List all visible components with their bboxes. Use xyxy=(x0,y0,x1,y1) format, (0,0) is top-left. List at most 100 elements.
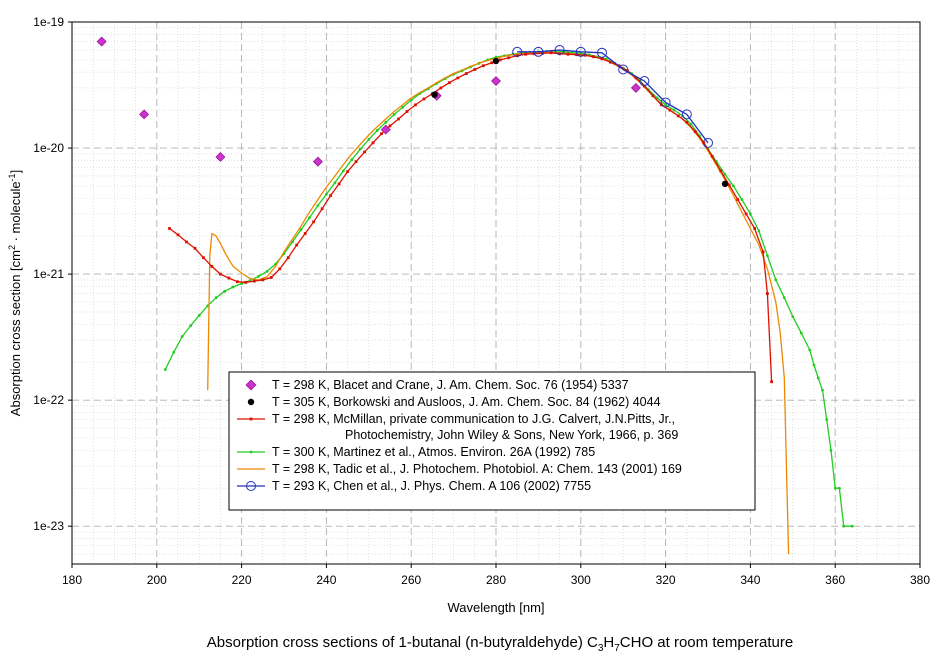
data-point xyxy=(703,137,713,148)
data-point xyxy=(96,36,107,47)
data-point xyxy=(618,64,629,75)
data-point xyxy=(672,108,676,112)
data-point xyxy=(312,156,323,167)
axis-ticks: 180 200 220 240 260 280 300 320 340 360 380 1e-19 1e… xyxy=(33,15,930,587)
x-tick-label: 180 xyxy=(62,573,82,587)
legend-entry: T = 298 K, Tadic et al., J. Photochem. P… xyxy=(272,462,682,476)
series-layer xyxy=(96,36,854,555)
data-point xyxy=(719,169,723,173)
data-point xyxy=(261,278,265,282)
data-point xyxy=(558,52,561,56)
series-line xyxy=(169,52,773,382)
data-point xyxy=(333,181,337,185)
data-point xyxy=(215,152,226,162)
x-tick-label: 300 xyxy=(571,573,591,587)
series-2 xyxy=(168,51,773,384)
data-point xyxy=(193,246,197,250)
legend: T = 298 K, Blacet and Crane, J. Am. Chem… xyxy=(228,371,756,511)
data-point xyxy=(491,76,501,86)
series-line xyxy=(164,50,853,527)
data-point xyxy=(265,270,269,273)
series-0 xyxy=(96,36,641,167)
data-point xyxy=(736,198,740,201)
data-point xyxy=(257,274,260,278)
data-point xyxy=(409,98,413,102)
x-tick-label: 340 xyxy=(740,573,760,587)
data-point xyxy=(808,348,812,352)
data-point xyxy=(592,55,595,59)
x-tick-label: 200 xyxy=(147,573,167,587)
y-axis-title: Absorption cross section [cm2 · molecule… xyxy=(7,170,23,416)
data-point xyxy=(197,314,201,317)
series-5 xyxy=(512,44,713,148)
data-point xyxy=(431,91,438,98)
data-point xyxy=(660,97,671,108)
data-point xyxy=(320,207,324,211)
data-point xyxy=(782,296,786,300)
data-point xyxy=(295,243,299,247)
legend-marker xyxy=(246,481,256,491)
data-point xyxy=(227,276,231,280)
x-tick-label: 260 xyxy=(401,573,421,587)
data-point xyxy=(850,524,854,528)
data-point xyxy=(732,184,735,188)
legend-marker xyxy=(249,417,253,421)
data-point xyxy=(825,418,829,422)
data-point xyxy=(765,292,769,296)
data-point xyxy=(524,52,528,56)
y-tick-label: 1e-20 xyxy=(33,141,64,155)
data-point xyxy=(308,216,311,220)
data-point xyxy=(609,60,612,64)
data-point xyxy=(723,172,727,176)
data-point xyxy=(422,97,426,101)
data-point xyxy=(252,279,256,283)
data-point xyxy=(664,103,667,107)
y-tick-label: 1e-19 xyxy=(33,15,64,29)
x-axis-title: Wavelength [nm] xyxy=(447,600,544,615)
data-point xyxy=(176,233,180,237)
data-point xyxy=(405,110,409,113)
data-point xyxy=(354,160,358,164)
data-point xyxy=(575,53,578,57)
data-point xyxy=(375,129,379,132)
data-point xyxy=(566,52,570,56)
data-point xyxy=(761,250,765,254)
data-point xyxy=(681,109,692,120)
legend-entry: T = 298 K, Blacet and Crane, J. Am. Chem… xyxy=(272,378,629,392)
legend-marker xyxy=(249,450,253,454)
data-point xyxy=(185,240,188,244)
data-point xyxy=(710,154,714,158)
data-point xyxy=(337,182,341,186)
x-tick-label: 360 xyxy=(825,573,845,587)
data-point xyxy=(219,272,222,276)
data-point xyxy=(473,68,477,71)
data-point xyxy=(163,368,167,371)
legend-marker xyxy=(247,398,255,406)
data-point xyxy=(575,46,586,57)
y-tick-label: 1e-22 xyxy=(33,393,64,407)
data-point xyxy=(727,183,731,187)
data-point xyxy=(447,81,451,85)
data-point xyxy=(299,228,303,232)
data-point xyxy=(651,94,655,98)
data-point xyxy=(829,448,833,452)
data-point xyxy=(363,150,366,154)
data-point xyxy=(749,212,752,216)
legend-box xyxy=(228,371,756,511)
data-point xyxy=(286,256,290,260)
data-point xyxy=(346,170,349,174)
legend-entry: Photochemistry, John Wiley & Sons, New Y… xyxy=(345,428,678,442)
data-point xyxy=(744,212,748,216)
data-point xyxy=(139,109,150,120)
data-point xyxy=(350,158,354,161)
data-point xyxy=(812,363,816,367)
data-point xyxy=(244,280,248,284)
data-point xyxy=(597,47,607,58)
data-point xyxy=(202,256,205,260)
data-point xyxy=(303,232,307,235)
data-point xyxy=(492,57,500,65)
data-point xyxy=(774,278,778,282)
data-point xyxy=(189,324,193,328)
data-point xyxy=(316,204,320,207)
